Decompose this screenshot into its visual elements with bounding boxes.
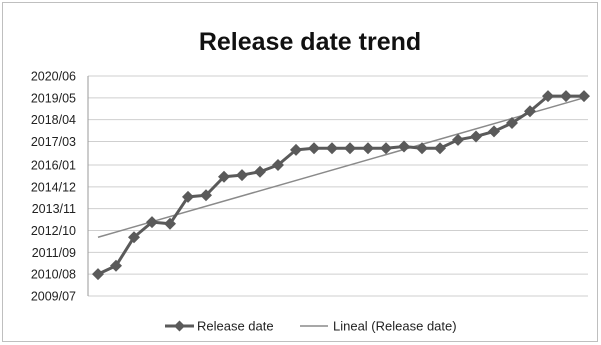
series-line-release-date: [97, 94, 584, 276]
data-point: [92, 268, 104, 281]
data-point: [416, 142, 428, 155]
data-point: [182, 190, 194, 203]
data-point: [326, 142, 338, 155]
series-layer: [92, 90, 590, 281]
data-point: [434, 142, 446, 155]
gridlines: [87, 75, 588, 297]
data-point: [290, 143, 302, 156]
data-point: [524, 105, 536, 118]
y-tick-label: 2014/12: [31, 180, 76, 194]
data-point: [506, 117, 518, 130]
data-point: [470, 130, 482, 143]
data-point: [380, 142, 392, 155]
data-point: [272, 159, 284, 172]
y-tick-label: 2020/06: [31, 70, 76, 84]
data-point: [578, 90, 590, 103]
chart-frame: [2, 2, 598, 342]
data-point: [344, 142, 356, 155]
data-point: [560, 90, 572, 103]
y-tick-label: 2017/03: [31, 135, 76, 149]
y-tick-label: 2011/09: [32, 246, 76, 260]
data-point: [218, 170, 230, 183]
legend: Release date Lineal (Release date): [165, 319, 457, 334]
legend-marker-release-date: [174, 320, 185, 332]
y-tick-label: 2016/01: [31, 159, 76, 173]
data-point: [542, 90, 554, 103]
y-axis-ticks: 2009/07 2010/08 2011/09 2012/10 2013/11 2014/…: [31, 70, 76, 304]
data-point: [110, 259, 122, 272]
data-point: [362, 142, 374, 155]
data-point: [200, 189, 212, 202]
y-tick-label: 2018/04: [31, 113, 76, 127]
y-tick-label: 2012/10: [31, 224, 76, 238]
data-point: [236, 169, 248, 182]
data-point: [164, 217, 176, 230]
y-tick-label: 2010/08: [31, 268, 76, 282]
y-tick-label: 2013/11: [32, 202, 76, 216]
legend-label-release-date: Release date: [197, 319, 274, 334]
chart-title: Release date trend: [199, 28, 421, 56]
legend-item-release-date: Release date: [165, 319, 274, 334]
data-point: [254, 165, 266, 178]
data-point: [398, 140, 410, 153]
data-point: [128, 231, 140, 244]
y-tick-label: 2019/05: [31, 91, 76, 105]
data-point: [488, 125, 500, 138]
data-point: [308, 142, 320, 155]
trendline: [97, 97, 585, 238]
y-tick-label: 2009/07: [31, 290, 76, 304]
data-point: [146, 216, 158, 229]
legend-item-trendline: Lineal (Release date): [300, 319, 457, 334]
data-point: [452, 133, 464, 146]
legend-label-trendline: Lineal (Release date): [333, 319, 457, 334]
